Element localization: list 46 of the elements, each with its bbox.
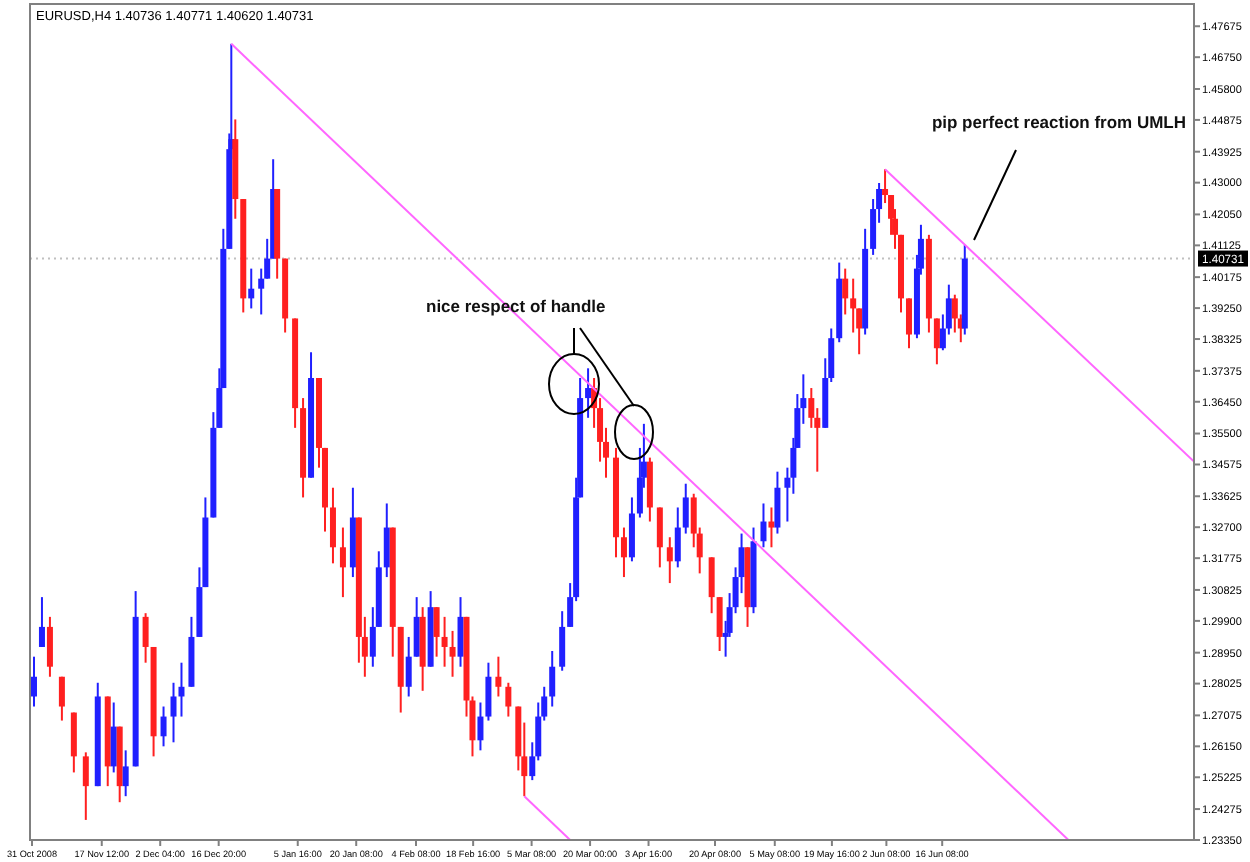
candlestick <box>850 277 857 334</box>
candlestick <box>666 536 673 585</box>
candlestick <box>646 456 653 523</box>
candlestick <box>122 749 129 798</box>
candlestick <box>477 701 484 752</box>
candlestick <box>842 267 849 316</box>
candlestick <box>38 596 45 648</box>
candlestick <box>716 596 723 652</box>
candlestick <box>951 293 958 334</box>
candlestick <box>585 367 592 419</box>
candlestick <box>405 635 412 698</box>
candlestick <box>329 486 336 565</box>
candlestick <box>628 496 635 563</box>
annotation: pip perfect reaction from UMLH <box>931 112 1186 132</box>
candlestick <box>110 701 117 774</box>
candlestick <box>82 751 89 821</box>
candlestick <box>30 655 37 708</box>
candlestick <box>708 556 715 615</box>
candlestick <box>46 615 53 678</box>
candlestick <box>549 649 556 708</box>
candlestick <box>58 675 65 722</box>
candlestick <box>774 470 781 535</box>
candlestick <box>485 661 492 722</box>
candlestick <box>433 606 440 658</box>
candlestick <box>441 615 448 668</box>
candlestick <box>142 612 149 664</box>
candlestick <box>70 711 77 774</box>
candlestick <box>258 267 265 316</box>
candlestick <box>559 610 566 672</box>
candlestick <box>760 502 767 549</box>
candlestick <box>339 526 346 599</box>
candlestick <box>505 681 512 718</box>
candlestick <box>457 596 464 668</box>
candlestick <box>682 482 689 535</box>
candlestick <box>905 297 912 350</box>
candlestick <box>160 705 167 748</box>
candlestick <box>248 267 255 310</box>
candlestick <box>656 506 663 569</box>
candlestick <box>620 526 627 579</box>
candlestick <box>674 506 681 569</box>
candlestick <box>383 502 390 579</box>
candlestick <box>933 317 940 366</box>
candlestick <box>413 596 420 658</box>
candlestick <box>495 655 502 698</box>
candlestick <box>449 629 456 678</box>
candlestick <box>768 506 775 549</box>
